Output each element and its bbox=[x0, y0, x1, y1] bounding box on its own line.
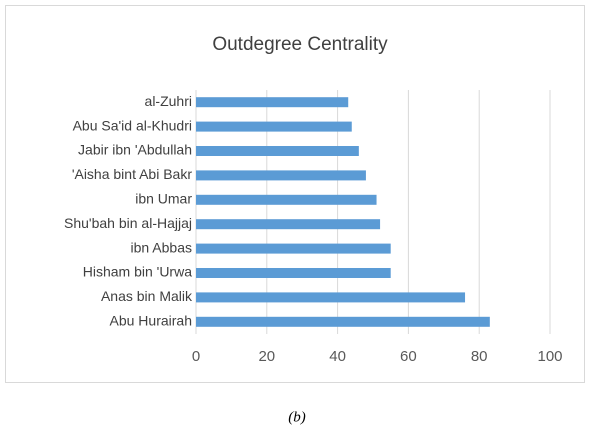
x-tick-label: 80 bbox=[471, 348, 488, 365]
bar bbox=[196, 121, 352, 132]
bar bbox=[196, 292, 466, 303]
bar bbox=[196, 97, 349, 108]
bar bbox=[196, 219, 381, 230]
y-tick-label: ibn Abbas bbox=[131, 239, 193, 255]
y-tick-label: Jabir ibn 'Abdullah bbox=[78, 142, 192, 158]
x-tick-label: 40 bbox=[329, 348, 346, 365]
x-tick-label: 20 bbox=[258, 348, 275, 365]
y-tick-label: Anas bin Malik bbox=[101, 288, 193, 304]
bar bbox=[196, 194, 377, 205]
y-tick-label: Abu Hurairah bbox=[110, 313, 193, 329]
bar bbox=[196, 268, 391, 278]
y-tick-label: 'Aisha bint Abi Bakr bbox=[72, 166, 193, 182]
y-tick-label: Shu'bah bin al-Hajjaj bbox=[64, 215, 192, 231]
x-tick-label: 0 bbox=[192, 348, 200, 365]
chart-title: Outdegree Centrality bbox=[212, 34, 388, 55]
bar bbox=[196, 243, 391, 254]
bar bbox=[196, 170, 366, 181]
y-tick-label: al-Zuhri bbox=[145, 93, 192, 109]
x-tick-label: 60 bbox=[400, 348, 417, 365]
x-tick-label: 100 bbox=[537, 348, 562, 365]
y-tick-label: Hisham bin 'Urwa bbox=[83, 264, 192, 280]
y-tick-label: Abu Sa'id al-Khudri bbox=[73, 117, 192, 133]
bar bbox=[196, 316, 490, 327]
caption: (b) bbox=[288, 409, 306, 425]
bar bbox=[196, 146, 359, 156]
y-tick-label: ibn Umar bbox=[135, 191, 192, 207]
